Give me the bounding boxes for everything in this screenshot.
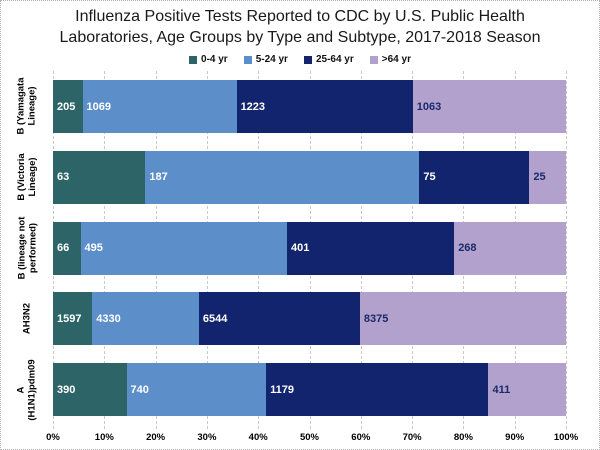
x-axis-tick-label: 100%	[553, 432, 579, 443]
bar-segment: 8375	[359, 292, 566, 346]
x-axis-tick-label: 90%	[505, 432, 525, 443]
bar-segment: 25	[529, 150, 566, 204]
stacked-bar: 66 495 401 268	[53, 221, 566, 275]
legend-swatch-icon	[369, 55, 378, 64]
bar-segment: 1179	[266, 363, 489, 417]
bar-row: 66 495 401 268	[53, 213, 566, 284]
bar-segment: 63	[53, 150, 146, 204]
legend-label: 25-64 yr	[315, 54, 354, 65]
legend-label: 5-24 yr	[255, 54, 288, 65]
chart-title-line: Laboratories, Age Groups by Type and Sub…	[59, 29, 541, 46]
segment-value-label: 401	[290, 242, 310, 255]
segment-value-label: 1063	[416, 100, 442, 113]
y-axis-category-label: AH3N2	[21, 303, 33, 335]
segment-value-label: 1597	[57, 312, 82, 325]
bar-row: 63 187 75 25	[53, 142, 566, 213]
segment-value-label: 740	[130, 383, 149, 396]
bar-segment: 1597	[53, 292, 93, 346]
segment-value-label: 63	[57, 171, 70, 184]
y-axis-category-label: B (lineage not performed)	[16, 216, 38, 280]
bar-segment: 1223	[236, 80, 413, 133]
x-axis-tick-label: 30%	[197, 432, 217, 443]
legend-label: >64 yr	[381, 54, 411, 65]
x-axis-tick-label: 10%	[94, 432, 114, 443]
bar-segment: 205	[53, 80, 83, 133]
chart-title-line: Influenza Positive Tests Reported to CDC…	[75, 8, 525, 25]
bar-segment: 187	[145, 150, 420, 204]
bar-segment: 411	[488, 363, 566, 417]
stacked-bar: 390 740 1179 411	[53, 363, 566, 417]
y-axis-category-label: B (Yamagata Lineage)	[16, 77, 38, 135]
bar-segment: 66	[53, 221, 81, 275]
bar-segment: 268	[454, 221, 566, 275]
stacked-bar: 63 187 75 25	[53, 150, 566, 204]
stacked-bar: 205 1069 1223 1063	[53, 80, 566, 133]
bar-segment: 740	[126, 363, 267, 417]
legend-item: 25-64 yr	[303, 54, 354, 65]
bar-segment: 6544	[198, 292, 360, 346]
bar-segment: 4330	[92, 292, 199, 346]
x-axis-tick-label: 70%	[402, 432, 422, 443]
bar-segment: 401	[286, 221, 455, 275]
segment-value-label: 1179	[270, 383, 294, 396]
segment-value-label: 205	[57, 100, 76, 113]
x-axis-tick-label: 50%	[299, 432, 320, 443]
bar-segment: 495	[80, 221, 287, 275]
legend-swatch-icon	[189, 55, 198, 64]
legend-item: 0-4 yr	[189, 54, 228, 65]
segment-value-label: 495	[84, 242, 103, 255]
x-axis-tick-label: 80%	[453, 432, 473, 443]
x-axis-tick-label: 0%	[46, 432, 60, 443]
gridline	[566, 71, 567, 429]
segment-value-label: 268	[458, 242, 477, 255]
legend-label: 0-4 yr	[201, 54, 228, 65]
legend-swatch-icon	[243, 55, 252, 64]
bar-row: 205 1069 1223 1063	[53, 71, 566, 142]
bar-segment: 1069	[82, 80, 237, 133]
legend-item: >64 yr	[369, 54, 411, 65]
x-axis-tick-label: 20%	[146, 432, 166, 443]
y-axis-category-label: B (Victoria Lineage)	[16, 153, 38, 201]
legend-item: 5-24 yr	[243, 54, 288, 65]
segment-value-label: 1069	[86, 100, 112, 113]
segment-value-label: 187	[149, 171, 168, 184]
bar-row: 390 740 1179 411	[53, 354, 566, 425]
x-axis-tick-label: 60%	[351, 432, 371, 443]
segment-value-label: 390	[57, 383, 76, 396]
segment-value-label: 1223	[240, 100, 266, 113]
y-axis-category-label: A (H1N1)pdm09	[16, 358, 38, 421]
segment-value-label: 411	[492, 383, 511, 396]
segment-value-label: 4330	[96, 312, 121, 325]
segment-value-label: 6544	[202, 312, 228, 325]
x-axis-tick-label: 40%	[248, 432, 268, 443]
bar-segment: 75	[419, 150, 530, 204]
chart-title: Influenza Positive Tests Reported to CDC…	[11, 6, 589, 48]
bar-segment: 1063	[412, 80, 566, 133]
segment-value-label: 66	[57, 242, 70, 255]
legend-swatch-icon	[303, 55, 312, 64]
bar-segment: 390	[53, 363, 127, 417]
plot-area: 205 1069 1223 1063 63 187 75 25 66 495 401 268 1597 4…	[53, 71, 567, 429]
legend: 0-4 yr 5-24 yr 25-64 yr >64 yr	[1, 54, 599, 65]
segment-value-label: 25	[533, 171, 546, 184]
stacked-bar: 1597 4330 6544 8375	[53, 292, 566, 346]
bar-row: 1597 4330 6544 8375	[53, 283, 566, 354]
segment-value-label: 75	[423, 171, 436, 184]
segment-value-label: 8375	[363, 312, 389, 325]
